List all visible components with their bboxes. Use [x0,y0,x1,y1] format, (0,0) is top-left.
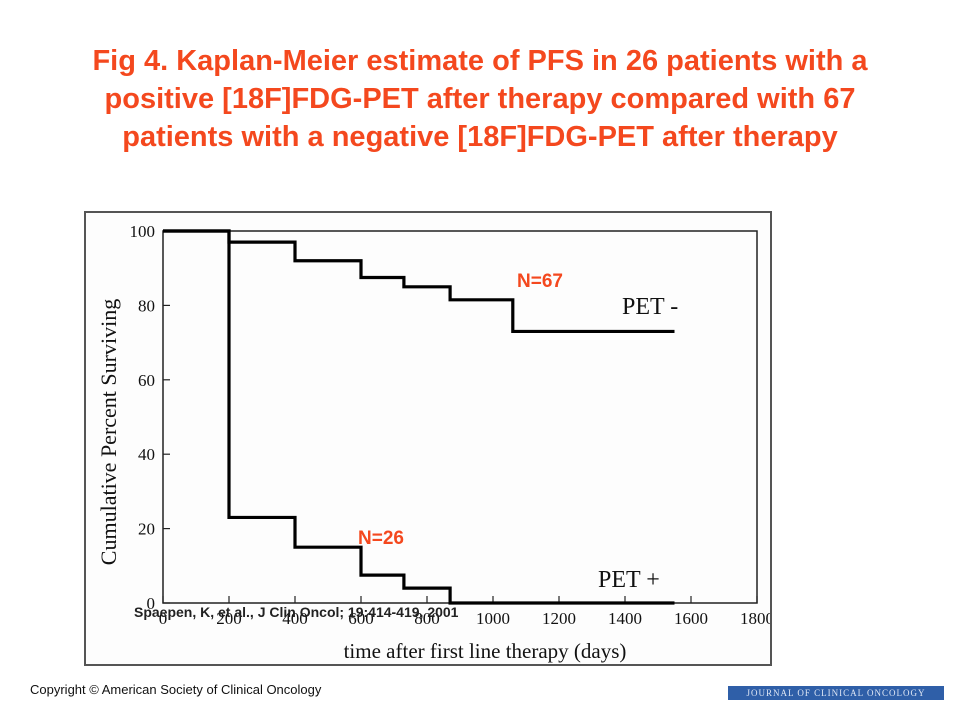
y-tick-label: 60 [138,371,155,390]
series-label-pet-negative: PET - [622,294,678,320]
title-line-3: patients with a negative [18F]FDG-PET af… [122,121,838,153]
chart-frame: 0 20 40 60 80 100 0 200 400 600 800 1000 1200 1400 160… [84,211,772,666]
copyright-notice: Copyright © American Society of Clinical… [30,682,322,697]
pet-negative-curve [163,229,675,334]
y-tick-label: 80 [138,296,155,315]
journal-logo: JOURNAL OF CLINICAL ONCOLOGY [728,686,944,700]
title-line-1: Fig 4. Kaplan-Meier estimate of PFS in 2… [92,45,868,77]
plot-area [162,230,758,604]
x-tick-label: 0 [159,609,168,628]
x-tick-label: 1800 [740,609,770,628]
series-label-pet-positive: PET + [598,567,660,593]
count-label-pet-negative: N=67 [517,271,563,292]
count-label-pet-positive: N=26 [358,528,404,549]
x-axis-label: time after first line therapy (days) [344,639,627,663]
figure-title: Fig 4. Kaplan-Meier estimate of PFS in 2… [0,42,960,156]
x-tick-label: 800 [414,609,440,628]
x-tick-label: 1000 [476,609,510,628]
pet-positive-curve [163,229,675,605]
y-tick-label: 40 [138,445,155,464]
y-tick-label: 20 [138,520,155,539]
y-tick-label: 0 [147,594,156,613]
x-tick-label: 600 [348,609,374,628]
x-tick-label: 200 [216,609,242,628]
title-line-2: positive [18F]FDG-PET after therapy comp… [104,83,856,115]
y-tick-label: 100 [130,222,156,241]
x-tick-label: 1400 [608,609,642,628]
x-tick-label: 400 [282,609,308,628]
x-tick-label: 1600 [674,609,708,628]
y-axis-label: Cumulative Percent Surviving [96,299,121,565]
citation: Spaepen, K, et al., J Clin Oncol; 19:414… [134,604,459,620]
x-tick-label: 1200 [542,609,576,628]
